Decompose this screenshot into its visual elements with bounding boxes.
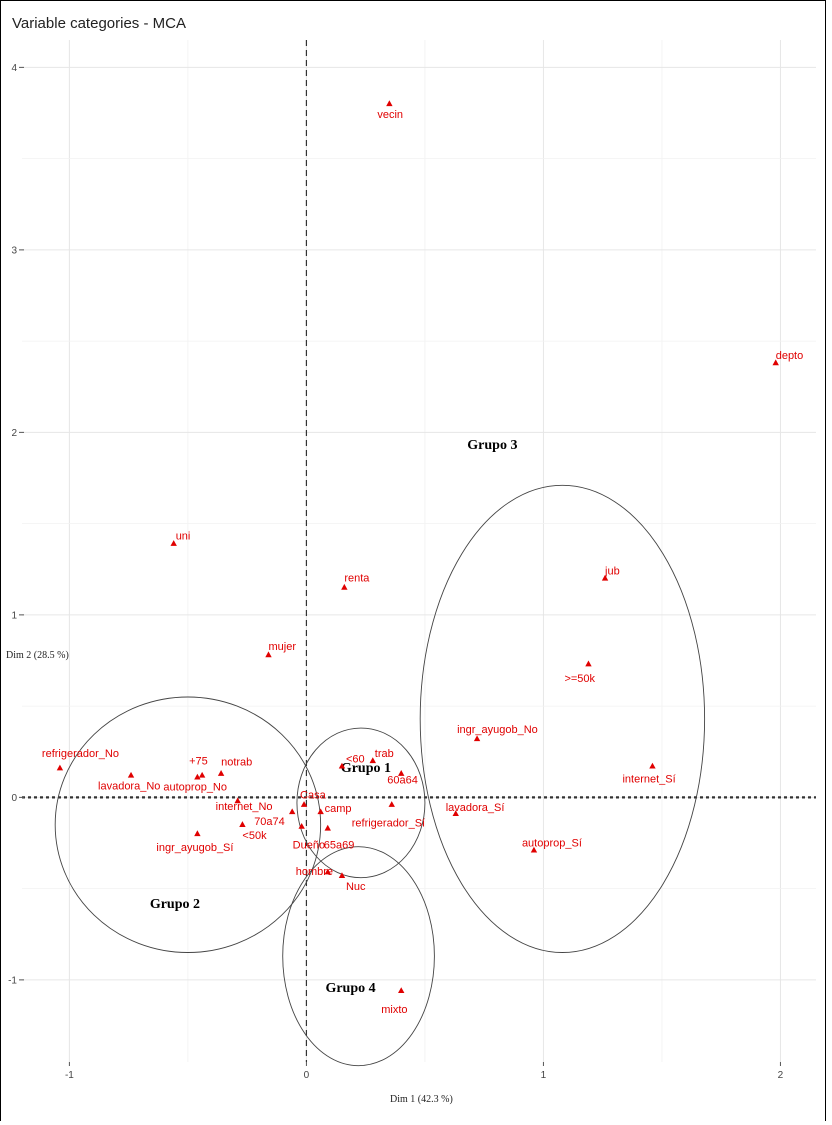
group-ellipse bbox=[282, 846, 435, 1067]
y-tick-label: 3 bbox=[11, 245, 17, 256]
point-marker bbox=[194, 830, 201, 837]
point-marker bbox=[386, 100, 393, 107]
point-marker bbox=[369, 757, 376, 764]
point-label: autoprop_Sí bbox=[522, 837, 582, 849]
group-ellipses: Grupo 1 Grupo 2 Grupo 3 Grupo 4 bbox=[54, 438, 706, 1067]
points: vecin depto uni renta jub >=50k mujer ingr_ayug… bbox=[42, 100, 803, 1016]
chart-title: Variable categories - MCA bbox=[12, 15, 186, 32]
point-marker bbox=[317, 808, 324, 815]
group-ellipse bbox=[54, 696, 322, 953]
y-tick-label: 2 bbox=[11, 428, 17, 439]
point-label: uni bbox=[176, 531, 191, 543]
x-tick-label: -1 bbox=[65, 1070, 74, 1081]
point-label: trab bbox=[375, 748, 394, 760]
point-marker bbox=[324, 824, 331, 831]
point-label: hombre bbox=[296, 866, 333, 878]
point-marker bbox=[398, 987, 405, 994]
group-label: Grupo 1 bbox=[341, 761, 391, 776]
point-marker bbox=[338, 872, 346, 879]
point-label: >=50k bbox=[564, 673, 595, 685]
point-marker bbox=[198, 771, 206, 778]
point-label: mujer bbox=[268, 641, 296, 653]
point-label: <60 bbox=[346, 753, 365, 765]
point-label: jub bbox=[604, 565, 620, 577]
point-label: 60a64 bbox=[387, 775, 418, 787]
point-label: autoprop_No bbox=[163, 781, 227, 793]
point-label: vecin bbox=[377, 109, 403, 121]
y-tick-label: 1 bbox=[11, 610, 17, 621]
point-label: renta bbox=[344, 573, 370, 585]
point-label: refrigerador_Sí bbox=[352, 818, 425, 830]
point-marker bbox=[338, 762, 346, 769]
point-marker bbox=[56, 764, 64, 771]
point-marker bbox=[601, 574, 609, 581]
point-label: lavadora_Sí bbox=[446, 802, 505, 814]
point-marker bbox=[300, 801, 308, 807]
point-marker bbox=[452, 810, 459, 816]
point-marker bbox=[649, 762, 656, 769]
point-marker bbox=[217, 770, 225, 776]
point-marker bbox=[288, 808, 296, 815]
point-marker bbox=[298, 822, 305, 829]
group-label: Grupo 3 bbox=[467, 438, 517, 453]
x-tick-label: 1 bbox=[541, 1070, 547, 1081]
y-tick-label: 0 bbox=[11, 793, 17, 804]
point-marker bbox=[473, 735, 481, 742]
y-axis-label: Dim 2 (28.5 %) bbox=[6, 650, 69, 661]
point-marker bbox=[170, 540, 177, 546]
grid bbox=[22, 40, 816, 1062]
point-marker bbox=[341, 583, 348, 590]
group-ellipse bbox=[419, 484, 706, 953]
point-marker bbox=[530, 846, 538, 853]
point-label: internet_Sí bbox=[622, 773, 675, 785]
point-marker bbox=[265, 651, 272, 658]
point-label: notrab bbox=[221, 757, 252, 769]
point-label: ingr_ayugob_Sí bbox=[156, 842, 233, 854]
point-marker bbox=[324, 868, 331, 875]
point-label: Casa bbox=[300, 790, 327, 802]
point-marker bbox=[127, 771, 135, 778]
point-label: camp bbox=[325, 803, 352, 815]
group-label: Grupo 2 bbox=[150, 897, 200, 912]
x-tick-label: 0 bbox=[304, 1070, 310, 1081]
point-label: Dueño bbox=[293, 840, 325, 852]
x-tick-label: 2 bbox=[778, 1070, 784, 1081]
point-label: mixto bbox=[381, 1004, 407, 1016]
group-label: Grupo 4 bbox=[325, 981, 375, 996]
point-label: <50k bbox=[242, 830, 267, 842]
point-label: lavadora_No bbox=[98, 780, 160, 792]
point-marker bbox=[234, 797, 241, 804]
point-marker bbox=[772, 359, 779, 366]
y-tick-label: 4 bbox=[11, 63, 17, 74]
point-label: 70a74 bbox=[254, 816, 285, 828]
group-ellipse bbox=[296, 727, 426, 879]
point-label: +75 bbox=[189, 755, 208, 767]
point-label: refrigerador_No bbox=[42, 748, 119, 760]
point-marker bbox=[194, 773, 201, 780]
x-axis-label: Dim 1 (42.3 %) bbox=[390, 1094, 453, 1105]
point-marker bbox=[398, 770, 405, 776]
axes: -1 0 1 2 -1 0 1 2 3 4 bbox=[8, 40, 816, 1081]
point-label: depto bbox=[776, 350, 804, 362]
y-tick-label: -1 bbox=[8, 975, 17, 986]
point-marker bbox=[239, 821, 246, 827]
point-marker bbox=[585, 660, 592, 667]
point-label: ingr_ayugob_No bbox=[457, 724, 538, 736]
point-label: internet_No bbox=[216, 801, 273, 813]
point-label: 65a69 bbox=[324, 839, 355, 851]
point-label: Nuc bbox=[346, 881, 366, 893]
point-marker bbox=[388, 801, 395, 807]
